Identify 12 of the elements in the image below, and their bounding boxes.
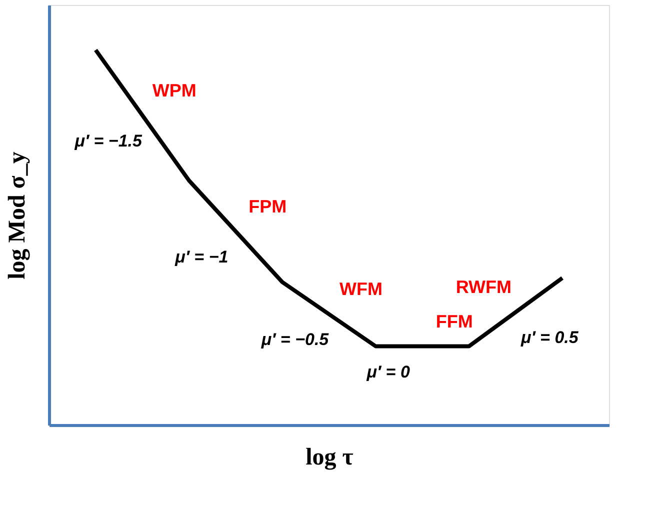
annotation: μ′ = −1 xyxy=(174,247,228,266)
annotation: μ′ = −1.5 xyxy=(74,131,143,150)
x-axis-title: log τ xyxy=(306,444,354,470)
annotation: μ′ = −0.5 xyxy=(260,330,330,350)
annotation: WFM xyxy=(340,279,382,300)
annotation: WPM xyxy=(152,80,196,100)
annotation: FFM xyxy=(436,311,473,332)
y-axis-title: log Mod σ_y xyxy=(4,152,30,280)
annotation: FPM xyxy=(248,196,287,216)
annotation: RWFM xyxy=(456,277,512,298)
annotation: μ′ = 0.5 xyxy=(520,328,579,348)
annotation: μ′ = 0 xyxy=(366,362,410,382)
